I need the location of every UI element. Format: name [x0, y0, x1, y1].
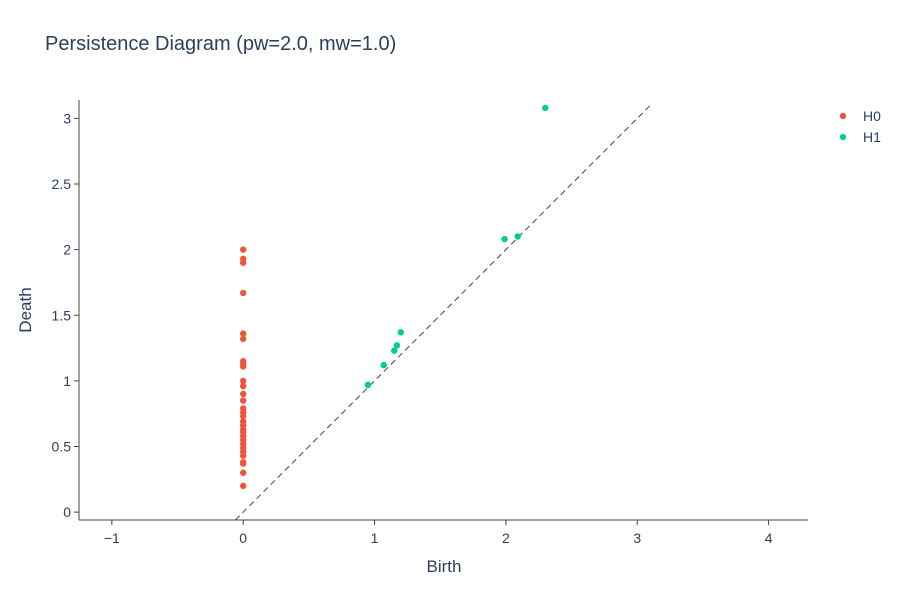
x-tick-label: 0: [239, 530, 247, 546]
data-point-h0[interactable]: [239, 255, 247, 263]
x-tick-label: −1: [104, 530, 120, 546]
data-point-h1[interactable]: [397, 329, 405, 336]
data-point-h1[interactable]: [514, 233, 521, 240]
legend-label: H1: [863, 129, 881, 145]
legend-label: H0: [863, 108, 881, 124]
data-point-h0[interactable]: [239, 289, 247, 297]
series-h1: [364, 104, 549, 389]
y-tick-label: 2.5: [52, 176, 72, 192]
legend-marker: [839, 133, 847, 141]
x-axis-title: Birth: [427, 557, 462, 576]
data-point-h0[interactable]: [239, 482, 247, 490]
data-point-h1[interactable]: [542, 104, 549, 112]
data-point-h1[interactable]: [393, 342, 401, 349]
plot-area: [234, 104, 651, 521]
x-tick-label: 1: [371, 530, 379, 546]
data-point-h0[interactable]: [239, 418, 247, 425]
legend-item-h1[interactable]: H1: [839, 129, 881, 145]
x-tick-label: 2: [502, 530, 510, 546]
chart-title: Persistence Diagram (pw=2.0, mw=1.0): [45, 33, 396, 55]
data-point-h0[interactable]: [239, 335, 247, 343]
data-point-h0[interactable]: [239, 469, 247, 476]
data-point-h1[interactable]: [391, 347, 398, 354]
series-h0: [239, 246, 247, 490]
data-point-h0[interactable]: [239, 377, 247, 385]
y-tick-label: 0: [63, 504, 71, 520]
y-tick-label: 3: [63, 110, 71, 126]
data-point-h0[interactable]: [239, 405, 247, 412]
data-point-h0[interactable]: [239, 357, 247, 365]
data-point-h1[interactable]: [380, 361, 387, 369]
y-tick-label: 1: [63, 373, 71, 389]
x-tick-label: 4: [765, 530, 773, 546]
data-point-h0[interactable]: [239, 459, 247, 466]
y-axis-ticks: 0 0.5 1 1.5 2 2.5 3: [52, 110, 79, 520]
x-tick-label: 3: [633, 530, 641, 546]
x-axis-ticks: −1 0 1 2 3 4: [104, 520, 773, 546]
y-tick-label: 1.5: [52, 307, 72, 323]
data-point-h0[interactable]: [239, 246, 247, 253]
legend-marker: [839, 112, 847, 120]
data-point-h0[interactable]: [239, 390, 247, 398]
data-point-h0[interactable]: [239, 382, 247, 390]
y-tick-label: 2: [63, 242, 71, 258]
y-tick-label: 0.5: [52, 439, 72, 455]
y-axis-title: Death: [16, 287, 35, 332]
diagonal-line: [234, 104, 651, 521]
data-point-h0[interactable]: [239, 330, 247, 337]
data-point-h0[interactable]: [239, 397, 247, 404]
legend-item-h0[interactable]: H0: [839, 108, 881, 124]
data-point-h1[interactable]: [364, 381, 372, 389]
data-point-h1[interactable]: [501, 235, 508, 243]
